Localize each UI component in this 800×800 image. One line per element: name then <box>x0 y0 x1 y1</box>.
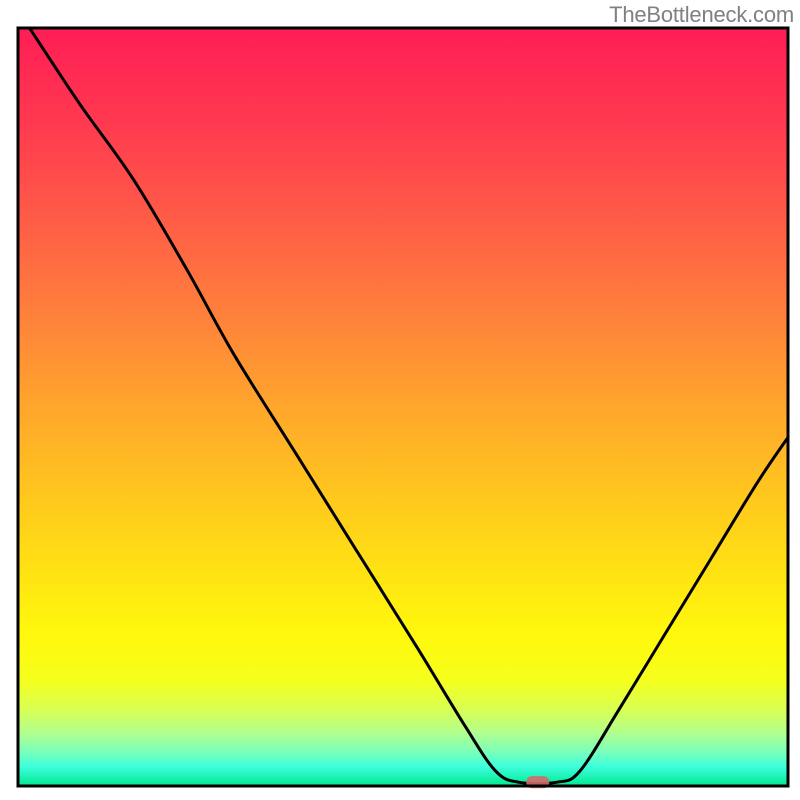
watermark-text: TheBottleneck.com <box>609 2 794 28</box>
chart-background <box>18 28 788 786</box>
bottleneck-chart <box>0 0 800 800</box>
